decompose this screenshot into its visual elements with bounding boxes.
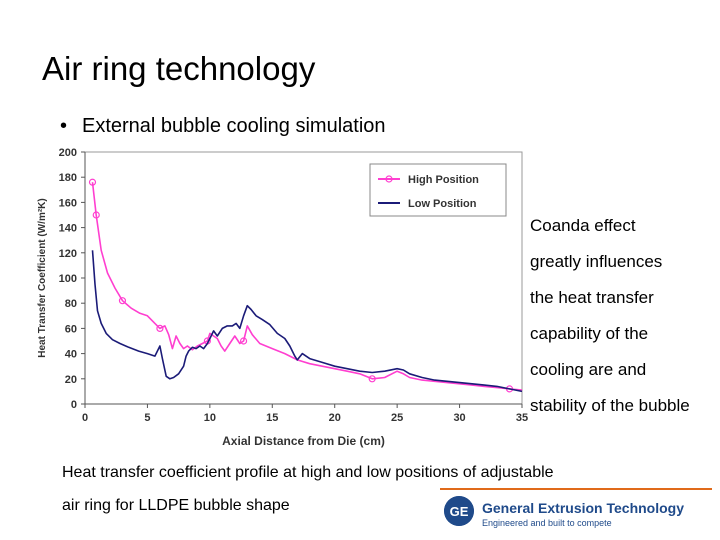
y-tick-label: 0 (71, 399, 77, 411)
y-tick-label: 40 (65, 349, 77, 361)
y-tick-label: 120 (59, 248, 77, 260)
figure-caption: Heat transfer coefficient profile at hig… (62, 456, 642, 522)
x-tick-label: 10 (204, 412, 216, 424)
logo-tagline: Engineered and built to compete (482, 518, 612, 528)
y-tick-label: 80 (65, 298, 77, 310)
y-tick-label: 20 (65, 374, 77, 386)
data-point-marker (156, 324, 164, 332)
series-line-high-position (91, 182, 523, 391)
legend-box (369, 163, 507, 217)
data-point-marker (239, 337, 248, 345)
caption-line: Heat transfer coefficient profile at hig… (62, 464, 554, 481)
logo-name: General Extrusion Technology (482, 500, 685, 516)
data-point-marker (368, 375, 376, 383)
bullet-text: External bubble cooling simulation (82, 115, 386, 137)
data-point-marker (92, 211, 100, 219)
y-tick-label: 140 (59, 223, 77, 235)
legend-label: Low Position (408, 198, 477, 210)
y-axis-title: Heat Transfer Coefficient (W/m²K) (37, 198, 48, 357)
bullet-dot: • (60, 115, 68, 137)
x-tick-label: 20 (329, 412, 341, 424)
y-tick-label: 160 (59, 197, 77, 209)
company-logo: GE General Extrusion Technology Engineer… (440, 488, 712, 536)
side-note-line: greatly influences (530, 252, 663, 271)
x-axis-title: Axial Distance from Die (cm) (222, 434, 385, 448)
chart-svg: 0 20 40 60 80 100 120 140 160 180 200 0 5 10 15 20 25 30 3… (37, 147, 528, 448)
x-tick-label: 5 (144, 412, 150, 424)
logo-divider (440, 488, 712, 490)
bullet-item: • External bubble cooling simulation (60, 115, 386, 138)
x-tick-label: 35 (516, 412, 528, 424)
x-tick-label: 30 (453, 412, 465, 424)
caption-line: air ring for LLDPE bubble shape (62, 497, 290, 514)
y-tick-label: 60 (65, 323, 77, 335)
x-tick-label: 15 (266, 412, 278, 424)
x-tick-label: 0 (82, 412, 88, 424)
y-tick-label: 180 (59, 172, 77, 184)
data-point-marker (118, 297, 127, 305)
side-note-line: capability of the (530, 324, 649, 343)
x-tick-label: 25 (391, 412, 403, 424)
legend-label: High Position (408, 174, 479, 186)
y-tick-label: 200 (59, 147, 77, 159)
data-point-marker (88, 178, 97, 186)
side-note-line: stability of the bubble (530, 396, 690, 415)
side-note: Coanda effect greatly influences the hea… (530, 208, 720, 424)
y-tick-label: 100 (59, 273, 77, 285)
get-logo-icon: GE (444, 496, 474, 526)
side-note-line: Coanda effect (530, 216, 636, 235)
side-note-line: the heat transfer (530, 288, 654, 307)
heat-transfer-chart: 0 20 40 60 80 100 120 140 160 180 200 0 5 10 15 20 25 30 3… (30, 142, 530, 454)
svg-text:GE: GE (450, 504, 469, 519)
side-note-line: cooling are and (530, 360, 647, 379)
slide-title: Air ring technology (42, 50, 316, 87)
legend-marker (385, 175, 393, 183)
series-line-low-position (91, 250, 523, 393)
